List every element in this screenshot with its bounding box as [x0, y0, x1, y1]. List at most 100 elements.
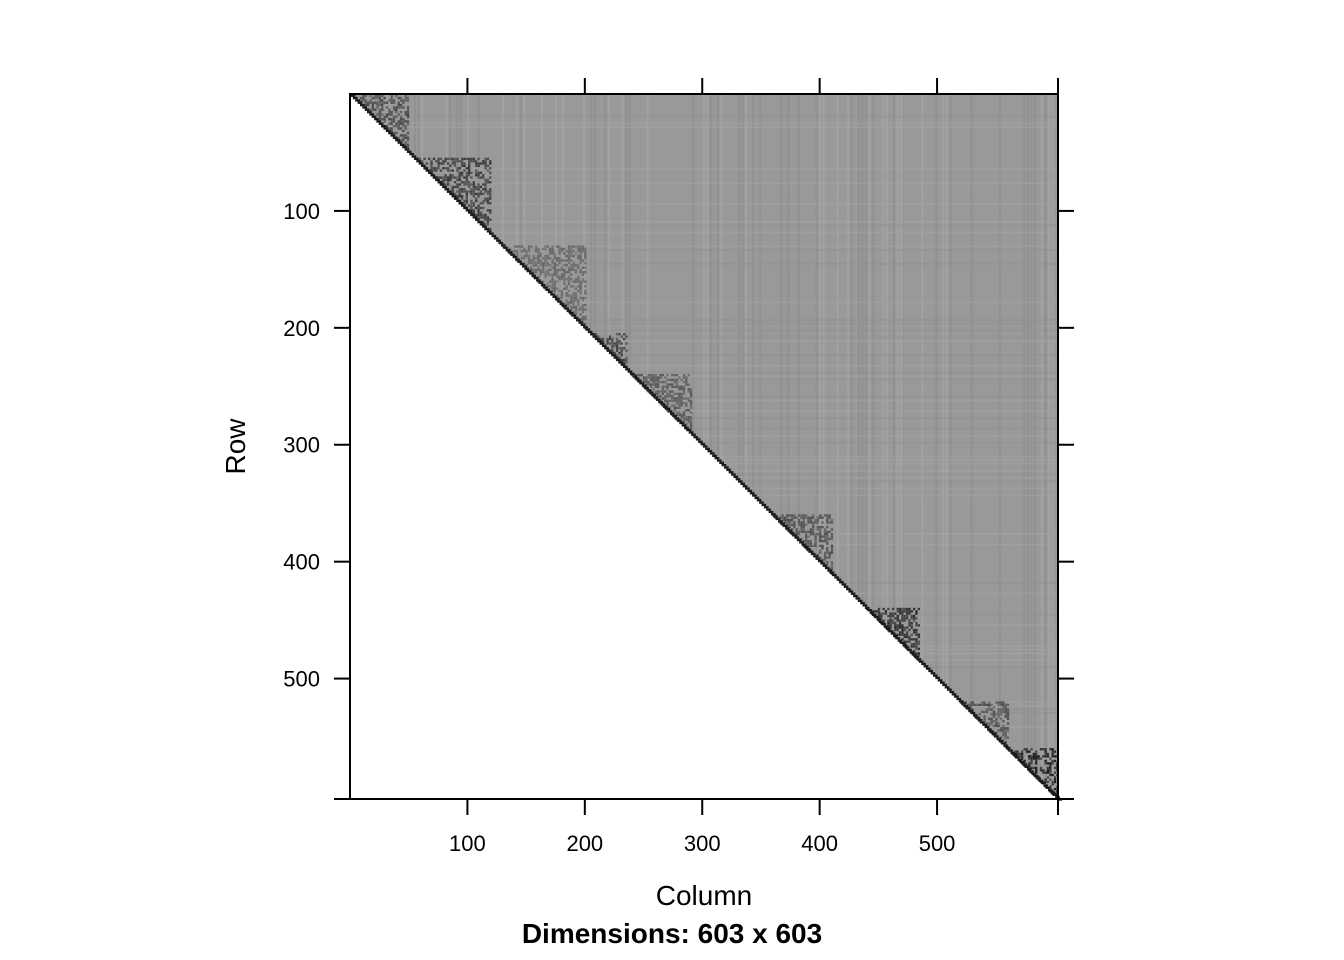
diagonal-cell: [540, 284, 546, 287]
dense-cell: [572, 250, 575, 253]
diagonal-cell: [522, 265, 527, 268]
dense-cell: [520, 257, 524, 260]
dense-cell: [567, 294, 571, 297]
dense-cell: [910, 638, 913, 641]
dense-cell: [682, 411, 686, 414]
diagonal-cell: [686, 429, 692, 432]
dense-cell: [995, 717, 998, 720]
diagonal-cell: [740, 482, 746, 485]
dense-cell: [901, 626, 904, 629]
diagonal-cell: [623, 365, 628, 369]
dense-cell: [572, 268, 575, 272]
dense-cell: [484, 185, 487, 189]
column-stripe: [822, 94, 825, 565]
dense-cell: [816, 556, 819, 559]
dense-cell: [539, 252, 542, 255]
dense-cell: [816, 528, 819, 531]
dense-cell: [819, 556, 822, 559]
dense-cell: [618, 347, 621, 350]
dense-cell: [402, 118, 405, 121]
dense-cell: [456, 195, 459, 198]
dense-cell: [906, 647, 909, 650]
diagonal-cell: [876, 618, 882, 621]
dense-cell: [374, 96, 377, 100]
dense-cell: [546, 261, 549, 265]
dense-cell: [906, 633, 909, 636]
dense-cell: [470, 192, 473, 196]
dense-cell: [615, 347, 619, 350]
dense-cell: [875, 610, 878, 613]
column-stripe: [709, 94, 712, 453]
dense-cell: [1004, 731, 1007, 735]
dense-cell: [574, 308, 578, 311]
dense-cell: [1053, 787, 1057, 791]
dense-cell: [814, 535, 817, 538]
dense-cell: [689, 388, 693, 391]
dense-cell: [406, 139, 410, 142]
dense-cell: [826, 516, 829, 519]
dense-cell: [570, 250, 573, 253]
dense-cell: [675, 381, 679, 384]
dense-cell: [484, 213, 487, 217]
row-stripe: [713, 455, 1058, 458]
dense-cell: [475, 171, 478, 174]
dense-cell: [797, 537, 801, 540]
dense-cell: [406, 136, 410, 139]
dense-cell: [570, 268, 573, 272]
dense-cell: [451, 176, 454, 179]
dense-cell: [978, 703, 981, 706]
dense-cell: [809, 521, 812, 524]
dense-cell: [442, 162, 445, 165]
dense-cell: [828, 530, 831, 533]
diagonal-cell: [810, 552, 816, 556]
row-stripe: [1048, 789, 1058, 791]
column-stripe: [375, 94, 378, 120]
dense-cell: [475, 192, 478, 196]
dense-cell: [532, 257, 535, 260]
dense-cell: [1046, 766, 1050, 770]
dense-cell: [1006, 722, 1010, 725]
diagonal-cell: [937, 679, 943, 682]
diagonal-cell: [498, 241, 504, 245]
dense-cell: [826, 556, 829, 559]
dense-cell: [486, 220, 490, 224]
dense-cell: [406, 99, 410, 102]
dense-cell: [814, 519, 817, 522]
dense-cell: [404, 134, 407, 137]
dense-cell: [645, 376, 648, 379]
dense-cell: [689, 404, 693, 407]
dense-cell: [563, 280, 566, 283]
diagonal-cell: [395, 139, 400, 142]
dense-cell: [661, 404, 664, 407]
dense-cell: [1002, 708, 1005, 711]
dense-cell: [579, 308, 582, 311]
dense-cell: [1042, 755, 1045, 758]
dense-cell: [446, 183, 450, 186]
dense-cell: [615, 349, 619, 352]
dense-cell: [805, 514, 808, 517]
dense-cell: [1044, 755, 1047, 758]
dense-cell: [680, 402, 683, 405]
dense-cell: [563, 275, 566, 279]
dense-cell: [553, 268, 556, 272]
dense-cell: [805, 537, 808, 540]
dense-cell: [623, 337, 626, 341]
dense-cell: [625, 358, 628, 362]
dense-cell: [687, 420, 690, 424]
dense-cell: [1035, 755, 1038, 758]
dense-cell: [486, 181, 490, 184]
dense-cell: [819, 535, 822, 538]
dense-cell: [992, 720, 996, 723]
dense-cell: [666, 402, 669, 405]
dense-cell: [687, 397, 690, 400]
dense-cell: [542, 282, 545, 286]
dense-cell: [404, 143, 407, 146]
row-stripe: [519, 262, 1058, 265]
diagonal-cell: [947, 688, 952, 691]
dense-cell: [992, 713, 996, 716]
diagonal-cell: [378, 122, 384, 125]
dense-cell: [650, 392, 653, 395]
dense-cell: [601, 340, 605, 343]
diagonal-cell: [371, 115, 377, 118]
dense-cell: [906, 626, 909, 629]
